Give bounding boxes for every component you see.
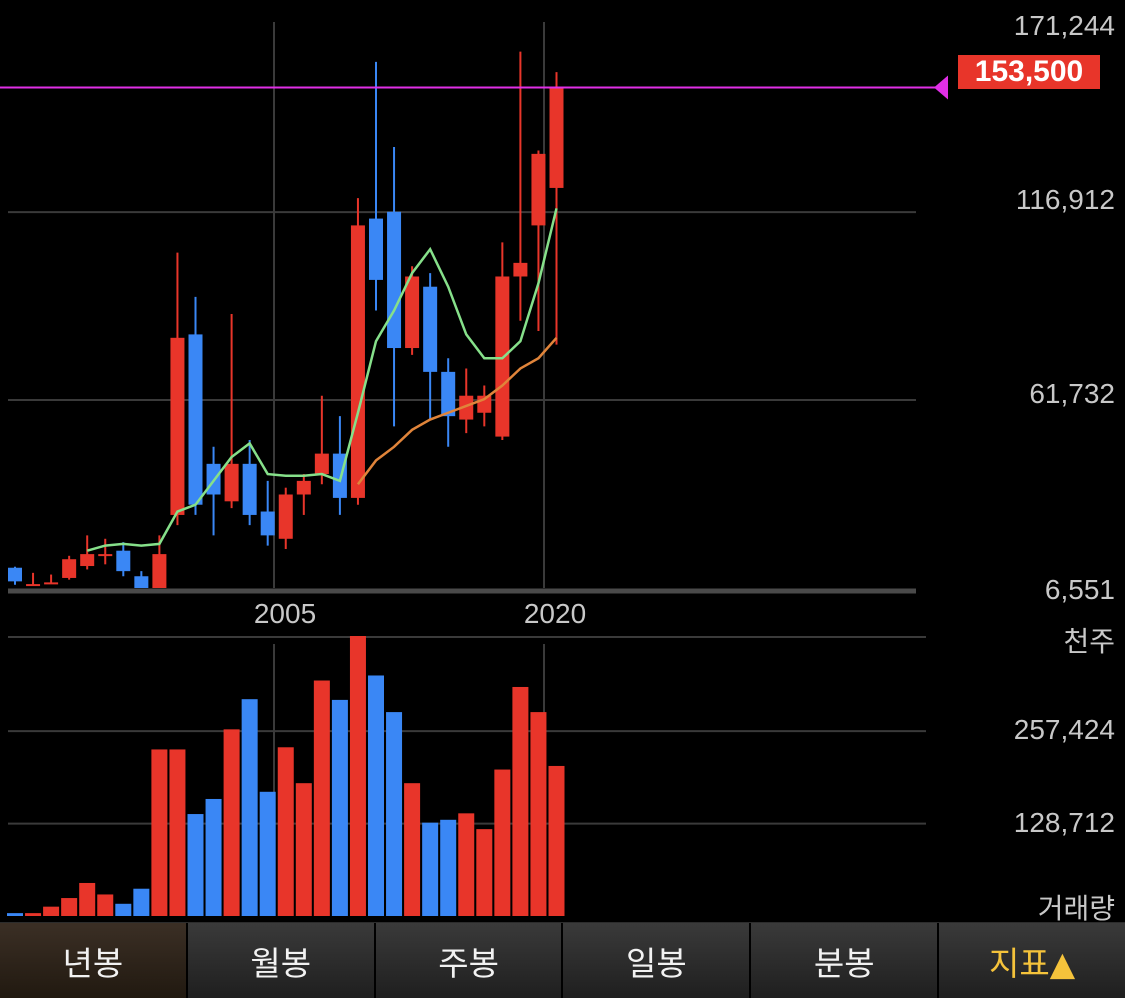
candle-body: [26, 584, 41, 587]
candlestick-chart[interactable]: [0, 0, 1125, 922]
candle-body: [188, 334, 203, 505]
volume-bar: [43, 906, 60, 916]
candle-body: [80, 554, 95, 567]
volume-bar: [476, 829, 493, 916]
candle-body: [170, 337, 185, 515]
volume-bar: [133, 888, 150, 916]
volume-bar: [422, 822, 439, 916]
volume-bar: [61, 898, 78, 916]
candle-body: [134, 576, 149, 588]
volume-bar: [115, 903, 132, 916]
volume-bar: [349, 636, 366, 916]
candle-body: [513, 262, 528, 277]
volume-tick-2: 128,712: [1013, 807, 1115, 838]
candle-body: [116, 550, 131, 572]
volume-bar: [223, 729, 240, 916]
volume-bar: [368, 675, 384, 916]
tab-weekly[interactable]: 주봉: [375, 923, 564, 998]
candle-body: [350, 225, 365, 498]
volume-bar: [205, 798, 222, 916]
volume-unit-label: 천주: [1063, 626, 1115, 657]
candle-body: [441, 371, 456, 417]
candle-body: [44, 582, 59, 585]
volume-bar: [169, 749, 186, 916]
period-tab-bar: 년봉 월봉 주봉 일봉 분봉 지표▲: [0, 922, 1125, 998]
candle-body: [278, 494, 293, 539]
candle-body: [387, 211, 402, 349]
candle-body: [423, 286, 438, 372]
candle-body: [152, 554, 167, 588]
volume-bar: [404, 783, 421, 916]
candle-body: [531, 153, 546, 226]
price-tick-max: 171,244: [1013, 10, 1115, 41]
volume-bar: [25, 913, 42, 916]
x-tick-2020: 2020: [523, 598, 587, 629]
volume-bar: [512, 686, 529, 916]
moving-average-line-orange: [356, 336, 558, 486]
candle-body: [242, 463, 257, 515]
volume-bar: [295, 783, 312, 916]
price-tick-min: 6,551: [1044, 574, 1115, 605]
candle-body: [98, 554, 113, 557]
volume-title: 거래량: [1037, 893, 1115, 924]
volume-bar: [458, 813, 475, 916]
candle-body: [405, 276, 420, 349]
volume-bar: [530, 712, 547, 916]
current-price-badge: 153,500: [958, 55, 1100, 89]
price-tick-3: 61,732: [1029, 378, 1115, 409]
volume-bar: [79, 882, 96, 916]
price-tick-2: 116,912: [1015, 184, 1115, 215]
volume-bar: [440, 819, 457, 916]
volume-bar: [151, 749, 168, 916]
candle-body: [459, 395, 474, 420]
moving-average-line-green: [86, 208, 558, 552]
x-tick-2005: 2005: [253, 598, 317, 629]
tab-minute[interactable]: 분봉: [751, 923, 940, 998]
volume-bar: [494, 769, 511, 916]
volume-bar: [386, 712, 403, 916]
candle-body: [260, 511, 275, 536]
candle-body: [8, 567, 22, 582]
volume-bar: [241, 699, 258, 916]
volume-bar: [97, 894, 114, 916]
tab-daily[interactable]: 일봉: [563, 923, 752, 998]
candle-body: [224, 463, 239, 502]
candle-body: [369, 218, 383, 280]
candle-body: [549, 87, 564, 188]
volume-bar: [313, 680, 330, 916]
volume-bar: [259, 791, 276, 916]
candle-body: [314, 453, 329, 475]
volume-bar: [331, 699, 348, 916]
volume-bar: [187, 814, 204, 916]
volume-tick-1: 257,424: [1013, 714, 1115, 745]
volume-bar: [548, 765, 565, 916]
tab-yearly[interactable]: 년봉: [0, 923, 188, 998]
current-price-marker-icon: [934, 75, 948, 100]
tab-indicator[interactable]: 지표▲: [939, 923, 1125, 998]
tab-monthly[interactable]: 월봉: [187, 923, 376, 998]
candle-body: [296, 480, 311, 495]
volume-bar: [7, 913, 23, 916]
candle-body: [62, 559, 77, 578]
volume-bar: [277, 747, 294, 916]
